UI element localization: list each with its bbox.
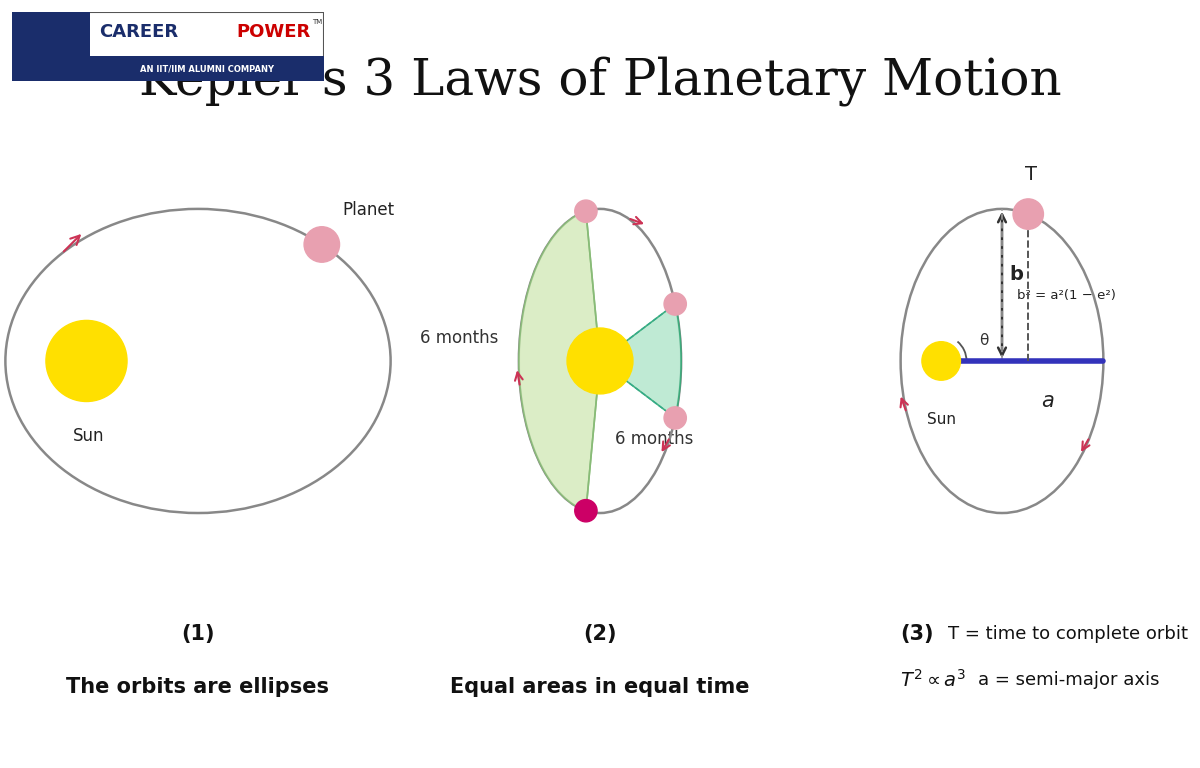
- Circle shape: [46, 320, 127, 402]
- FancyBboxPatch shape: [12, 12, 90, 81]
- Text: AN IIT/IIM ALUMNI COMPANY: AN IIT/IIM ALUMNI COMPANY: [140, 65, 274, 73]
- Text: Sun: Sun: [926, 412, 955, 427]
- Polygon shape: [600, 304, 682, 418]
- Text: $T^2 \propto a^3$: $T^2 \propto a^3$: [900, 669, 966, 690]
- Text: (2): (2): [583, 624, 617, 644]
- Text: b² = a²(1 − e²): b² = a²(1 − e²): [1018, 289, 1116, 302]
- Text: (1): (1): [181, 624, 215, 644]
- Circle shape: [575, 200, 598, 223]
- Text: POWER: POWER: [236, 23, 311, 41]
- Text: (3): (3): [900, 624, 934, 644]
- FancyBboxPatch shape: [12, 12, 324, 81]
- Polygon shape: [518, 211, 600, 511]
- Text: θ: θ: [979, 333, 989, 349]
- Text: Kepler’s 3 Laws of Planetary Motion: Kepler’s 3 Laws of Planetary Motion: [139, 55, 1061, 106]
- Circle shape: [664, 293, 686, 315]
- Circle shape: [575, 499, 598, 522]
- Text: 6 months: 6 months: [614, 430, 694, 448]
- Circle shape: [1013, 199, 1044, 230]
- Text: 6 months: 6 months: [420, 329, 498, 347]
- Circle shape: [922, 342, 960, 380]
- Text: Planet: Planet: [342, 201, 395, 219]
- Circle shape: [664, 407, 686, 429]
- Text: The orbits are ellipses: The orbits are ellipses: [66, 677, 330, 697]
- Text: T = time to complete orbit: T = time to complete orbit: [948, 624, 1188, 643]
- FancyBboxPatch shape: [90, 57, 324, 81]
- Text: T: T: [1025, 164, 1037, 184]
- Text: a: a: [1042, 392, 1054, 412]
- Text: CAREER: CAREER: [100, 23, 179, 41]
- Text: Equal areas in equal time: Equal areas in equal time: [450, 677, 750, 697]
- Text: TM: TM: [312, 19, 323, 25]
- Text: Sun: Sun: [73, 427, 104, 445]
- Circle shape: [568, 328, 632, 394]
- Text: a = semi-major axis: a = semi-major axis: [978, 670, 1159, 689]
- Circle shape: [304, 227, 340, 262]
- Text: b: b: [1009, 265, 1024, 284]
